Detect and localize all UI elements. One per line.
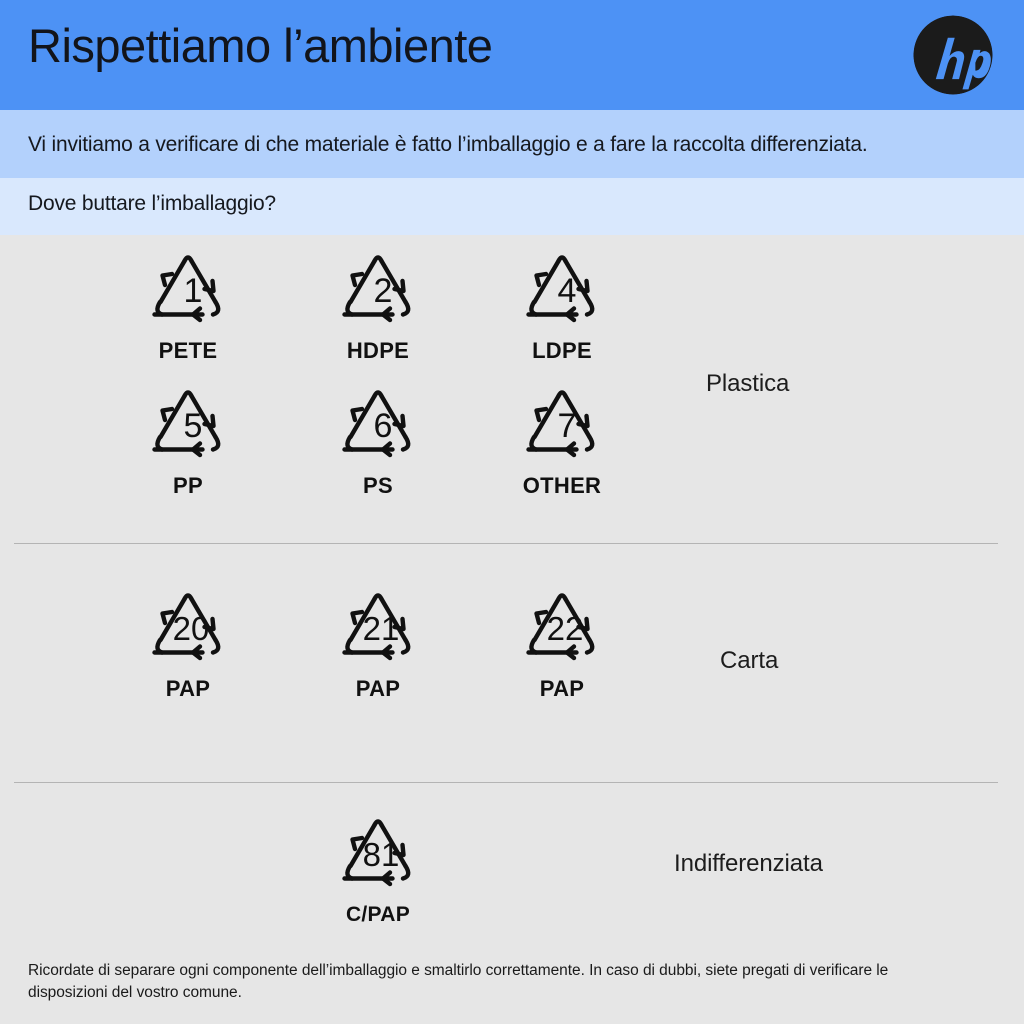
svg-text:6: 6: [374, 407, 393, 445]
recycling-symbol-1: 1 PETE: [133, 249, 243, 362]
recycling-symbol-81: 81 C/PAP: [323, 813, 433, 925]
svg-text:2: 2: [374, 272, 393, 310]
header-band: Rispettiamo l’ambiente: [0, 0, 1024, 110]
svg-text:7: 7: [558, 407, 577, 445]
recycling-symbol-20: 20 PAP: [133, 587, 243, 700]
recycling-symbol-2: 2 HDPE: [323, 249, 433, 362]
recycling-symbol-label: PS: [363, 473, 393, 498]
category-label-indifferenziata: Indifferenziata: [674, 850, 823, 877]
section-divider-paper-mixed: [14, 782, 998, 783]
subtitle-text: Vi invitiamo a verificare di che materia…: [28, 133, 868, 156]
svg-text:21: 21: [363, 610, 400, 647]
content-area: 1 PETE 2 HDPE: [0, 235, 1024, 1024]
recycling-symbol-label: PAP: [355, 676, 401, 701]
recycling-symbol-22: 22 PAP: [507, 587, 617, 700]
svg-text:22: 22: [547, 610, 584, 647]
svg-text:1: 1: [184, 272, 203, 310]
recycling-symbol-4: 4 LDPE: [507, 249, 617, 362]
question-band: [0, 178, 1024, 235]
recycling-symbol-label: HDPE: [346, 338, 410, 363]
recycling-symbol-6: 6 PS: [323, 384, 433, 497]
footer-note: Ricordate di separare ogni componente de…: [28, 962, 889, 1002]
page-title: Rispettiamo l’ambiente: [28, 19, 493, 72]
svg-text:4: 4: [558, 272, 577, 310]
recycling-symbol-label: PAP: [165, 676, 211, 701]
hp-logo: [910, 12, 996, 98]
category-label-plastica: Plastica: [706, 370, 790, 397]
recycling-symbol-5: 5 PP: [133, 384, 243, 497]
section-divider-plastic-paper: [14, 543, 998, 544]
recycling-symbol-label: PP: [173, 473, 203, 498]
recycling-symbol-7: 7 OTHER: [507, 384, 617, 497]
recycling-symbol-label: PAP: [539, 676, 585, 701]
recycling-symbol-label: OTHER: [522, 473, 602, 498]
question-text: Dove buttare l’imballaggio?: [28, 192, 276, 215]
recycling-symbol-21: 21 PAP: [323, 587, 433, 700]
category-label-carta: Carta: [720, 647, 779, 674]
recycling-symbol-label: PETE: [158, 338, 218, 363]
recycling-symbol-label: C/PAP: [345, 903, 411, 926]
subtitle-band: [0, 110, 1024, 178]
recycling-symbol-label: LDPE: [532, 338, 592, 363]
svg-text:20: 20: [173, 610, 210, 647]
svg-text:81: 81: [363, 836, 400, 873]
svg-text:5: 5: [184, 407, 203, 445]
